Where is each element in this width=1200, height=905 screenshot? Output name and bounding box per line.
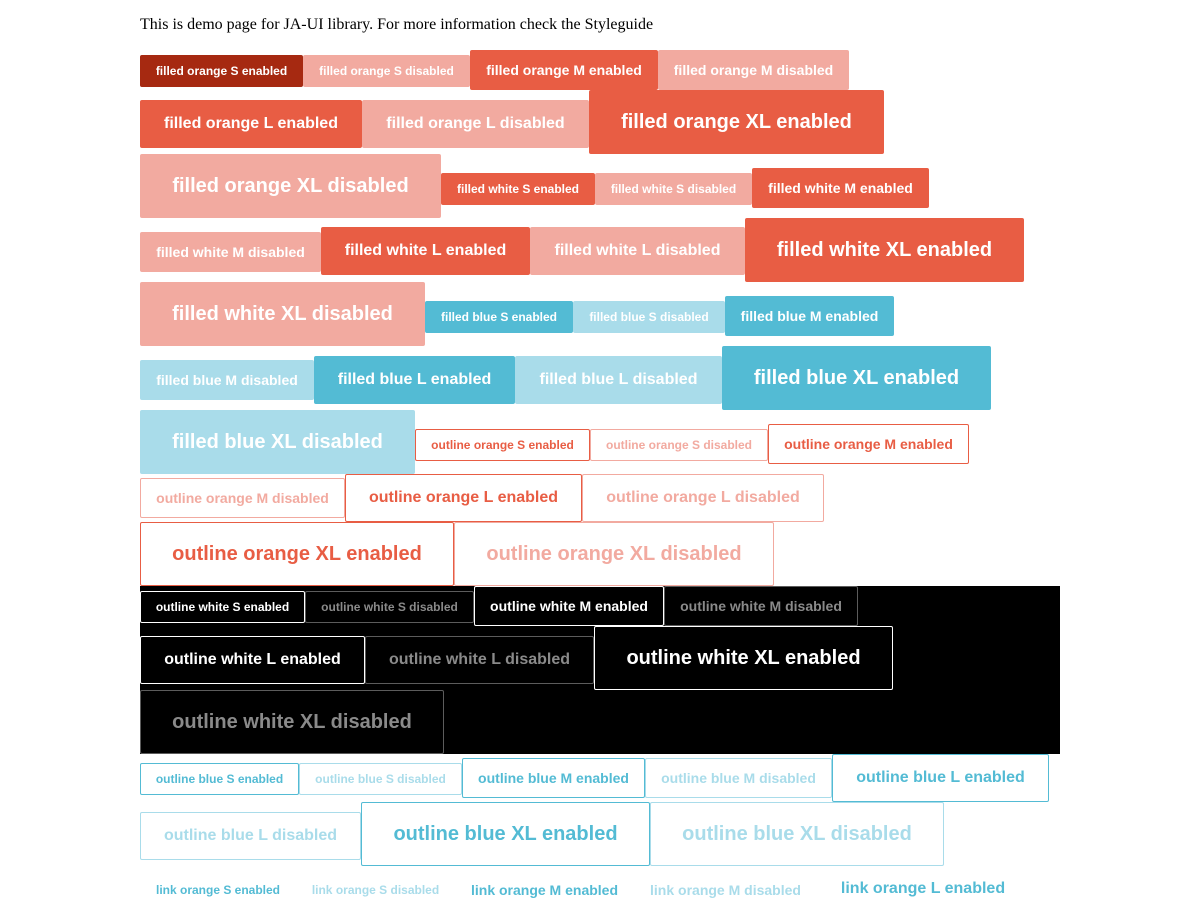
filled-white-l-disabled-button[interactable]: filled white L disabled bbox=[530, 227, 745, 275]
filled-white-l-enabled-button[interactable]: filled white L enabled bbox=[321, 227, 530, 275]
outline-blue-m-enabled-button[interactable]: outline blue M enabled bbox=[462, 758, 645, 798]
outline-orange-m-enabled-button[interactable]: outline orange M enabled bbox=[768, 424, 969, 464]
filled-white-m-enabled-button[interactable]: filled white M enabled bbox=[752, 168, 929, 208]
link-orange-m-enabled-link[interactable]: link orange M enabled bbox=[470, 882, 619, 898]
filled-blue-s-disabled-button[interactable]: filled blue S disabled bbox=[573, 301, 725, 333]
outline-blue-s-enabled-button[interactable]: outline blue S enabled bbox=[140, 763, 299, 795]
outline-blue-l-disabled-button[interactable]: outline blue L disabled bbox=[140, 812, 361, 860]
link-orange-s-enabled-link[interactable]: link orange S enabled bbox=[155, 883, 281, 897]
link-orange-m-disabled-link[interactable]: link orange M disabled bbox=[650, 882, 801, 898]
filled-orange-m-disabled-button[interactable]: filled orange M disabled bbox=[658, 50, 849, 90]
outline-orange-s-disabled-button[interactable]: outline orange S disabled bbox=[590, 429, 768, 461]
outline-white-xl-disabled-button[interactable]: outline white XL disabled bbox=[140, 690, 444, 754]
filled-blue-l-enabled-button[interactable]: filled blue L enabled bbox=[314, 356, 515, 404]
outline-white-m-enabled-button[interactable]: outline white M enabled bbox=[474, 586, 664, 626]
outline-white-xl-enabled-button[interactable]: outline white XL enabled bbox=[594, 626, 893, 690]
outline-orange-l-enabled-button[interactable]: outline orange L enabled bbox=[345, 474, 582, 522]
filled-blue-l-disabled-button[interactable]: filled blue L disabled bbox=[515, 356, 722, 404]
filled-white-xl-disabled-button[interactable]: filled white XL disabled bbox=[140, 282, 425, 346]
outline-white-l-enabled-button[interactable]: outline white L enabled bbox=[140, 636, 365, 684]
outline-orange-m-disabled-button[interactable]: outline orange M disabled bbox=[140, 478, 345, 518]
filled-blue-s-enabled-button[interactable]: filled blue S enabled bbox=[425, 301, 573, 333]
outline-blue-s-disabled-button[interactable]: outline blue S disabled bbox=[299, 763, 462, 795]
filled-white-xl-enabled-button[interactable]: filled white XL enabled bbox=[745, 218, 1024, 282]
filled-white-m-disabled-button[interactable]: filled white M disabled bbox=[140, 232, 321, 272]
link-orange-l-enabled-link[interactable]: link orange L enabled bbox=[840, 880, 1006, 897]
filled-orange-s-disabled-button[interactable]: filled orange S disabled bbox=[303, 55, 470, 87]
link-orange-s-disabled-link[interactable]: link orange S disabled bbox=[311, 883, 440, 897]
outline-orange-xl-enabled-button[interactable]: outline orange XL enabled bbox=[140, 522, 454, 586]
outline-orange-s-enabled-button[interactable]: outline orange S enabled bbox=[415, 429, 590, 461]
filled-orange-s-enabled-button[interactable]: filled orange S enabled bbox=[140, 55, 303, 87]
outline-blue-l-enabled-button[interactable]: outline blue L enabled bbox=[832, 754, 1049, 802]
filled-orange-xl-disabled-button[interactable]: filled orange XL disabled bbox=[140, 154, 441, 218]
filled-orange-l-disabled-button[interactable]: filled orange L disabled bbox=[362, 100, 589, 148]
filled-orange-m-enabled-button[interactable]: filled orange M enabled bbox=[470, 50, 658, 90]
filled-blue-m-enabled-button[interactable]: filled blue M enabled bbox=[725, 296, 894, 336]
outline-blue-xl-enabled-button[interactable]: outline blue XL enabled bbox=[361, 802, 650, 866]
outline-white-s-enabled-button[interactable]: outline white S enabled bbox=[140, 591, 305, 623]
outline-blue-xl-disabled-button[interactable]: outline blue XL disabled bbox=[650, 802, 944, 866]
outline-blue-m-disabled-button[interactable]: outline blue M disabled bbox=[645, 758, 832, 798]
outline-white-m-disabled-button[interactable]: outline white M disabled bbox=[664, 586, 858, 626]
outline-orange-l-disabled-button[interactable]: outline orange L disabled bbox=[582, 474, 824, 522]
outline-orange-xl-disabled-button[interactable]: outline orange XL disabled bbox=[454, 522, 774, 586]
outline-white-s-disabled-button[interactable]: outline white S disabled bbox=[305, 591, 474, 623]
filled-white-s-disabled-button[interactable]: filled white S disabled bbox=[595, 173, 752, 205]
filled-blue-xl-enabled-button[interactable]: filled blue XL enabled bbox=[722, 346, 991, 410]
outline-white-l-disabled-button[interactable]: outline white L disabled bbox=[365, 636, 594, 684]
filled-white-s-enabled-button[interactable]: filled white S enabled bbox=[441, 173, 595, 205]
filled-blue-m-disabled-button[interactable]: filled blue M disabled bbox=[140, 360, 314, 400]
filled-blue-xl-disabled-button[interactable]: filled blue XL disabled bbox=[140, 410, 415, 474]
filled-orange-xl-enabled-button[interactable]: filled orange XL enabled bbox=[589, 90, 884, 154]
filled-orange-l-enabled-button[interactable]: filled orange L enabled bbox=[140, 100, 362, 148]
intro-text: This is demo page for JA-UI library. For… bbox=[140, 16, 654, 33]
